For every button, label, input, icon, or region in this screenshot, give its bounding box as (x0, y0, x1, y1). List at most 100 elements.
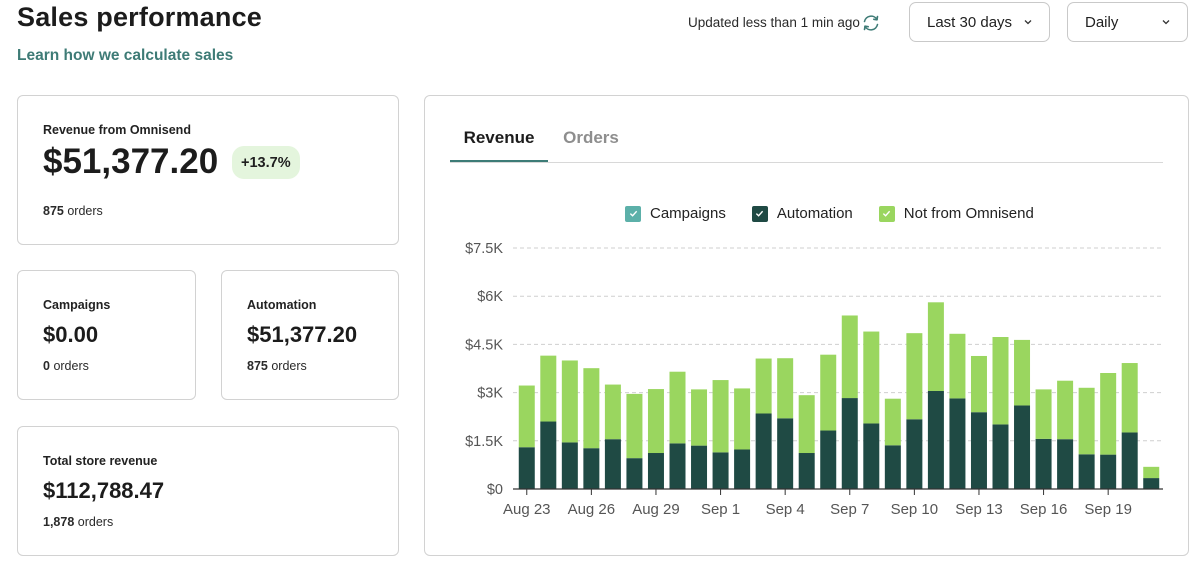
bar-automation (1143, 478, 1160, 489)
interval-select[interactable]: Daily (1067, 2, 1188, 42)
bar-automation (583, 448, 600, 489)
checkbox-icon (878, 205, 895, 222)
bar-not-from-omnisend (1057, 380, 1074, 440)
legend-label: Not from Omnisend (903, 205, 1034, 222)
campaigns-orders: 0 orders (43, 359, 89, 373)
bar-automation (669, 443, 686, 489)
y-tick-label: $3K (477, 386, 503, 402)
y-tick-label: $4.5K (465, 337, 503, 353)
x-tick-label: Aug 26 (568, 501, 616, 518)
revenue-orders-count: 875 (43, 204, 64, 218)
bar-not-from-omnisend (647, 389, 664, 454)
bar-automation (734, 449, 751, 489)
campaigns-value: $0.00 (43, 322, 99, 347)
legend-campaigns[interactable]: Campaigns (625, 205, 726, 222)
bar-automation (626, 458, 643, 489)
revenue-bar-chart: $0 $1.5K $3K $4.5K $6K $7.5K Aug 23 Aug 26 Aug 2… (465, 241, 1163, 518)
x-tick-label: Sep 13 (955, 501, 1003, 518)
bar-not-from-omnisend (540, 355, 557, 422)
bar-automation (647, 453, 664, 489)
bar-not-from-omnisend (626, 393, 643, 459)
bar-automation (691, 445, 708, 489)
bar-automation (777, 418, 794, 489)
automation-orders-word: orders (271, 359, 307, 373)
legend-label: Automation (776, 205, 853, 222)
bar-automation (798, 453, 815, 489)
learn-calculation-link[interactable]: Learn how we calculate sales (17, 47, 234, 64)
tab-orders[interactable]: Orders (563, 128, 619, 147)
bar-automation (561, 442, 578, 489)
y-tick-label: $7.5K (465, 241, 503, 257)
bar-automation (927, 390, 944, 489)
legend-automation[interactable]: Automation (751, 205, 853, 222)
automation-label: Automation (247, 298, 317, 312)
bar-not-from-omnisend (1078, 387, 1095, 455)
bar-automation (1057, 439, 1074, 489)
bar-not-from-omnisend (798, 395, 815, 454)
date-range-value: Last 30 days (927, 13, 1013, 31)
bar-not-from-omnisend (604, 384, 621, 440)
bar-automation (992, 424, 1009, 489)
automation-orders: 875 orders (247, 359, 307, 373)
bar-not-from-omnisend (884, 398, 901, 446)
revenue-value: $51,377.20 (43, 142, 219, 181)
bar-not-from-omnisend (583, 368, 600, 449)
page-title: Sales performance (17, 2, 263, 32)
chart-tabs: Revenue Orders (450, 128, 1163, 163)
total-revenue-orders: 1,878 orders (43, 515, 113, 529)
campaigns-card: Campaigns $0.00 0 orders (17, 270, 196, 400)
bar-automation (540, 421, 557, 489)
x-tick-label: Sep 19 (1084, 501, 1132, 518)
bar-automation (1121, 432, 1138, 489)
bar-not-from-omnisend (1121, 363, 1138, 433)
refresh-button[interactable] (858, 10, 884, 36)
automation-value: $51,377.20 (247, 322, 358, 347)
bar-not-from-omnisend (561, 360, 578, 443)
revenue-orders-word: orders (67, 204, 103, 218)
checkbox-icon (625, 205, 641, 222)
chart-card: Revenue Orders Campaigns Automation Not … (424, 95, 1189, 556)
bar-automation (820, 430, 837, 489)
tab-revenue[interactable]: Revenue (450, 128, 548, 162)
bar-not-from-omnisend (669, 371, 686, 444)
bar-not-from-omnisend (949, 333, 966, 399)
revenue-change-badge: +13.7% (232, 146, 300, 179)
bar-not-from-omnisend (863, 331, 880, 424)
chevron-down-icon (1024, 20, 1032, 25)
bar-not-from-omnisend (927, 302, 944, 391)
bar-not-from-omnisend (734, 388, 751, 450)
bar-not-from-omnisend (970, 355, 987, 413)
bar-automation (863, 423, 880, 489)
y-tick-label: $6K (477, 289, 503, 305)
automation-orders-count: 875 (247, 359, 268, 373)
x-tick-label: Sep 10 (891, 501, 939, 518)
bar-automation (906, 419, 923, 489)
bar-automation (1014, 405, 1031, 489)
x-tick-label: Sep 1 (701, 501, 740, 518)
bar-not-from-omnisend (1014, 339, 1031, 406)
chevron-down-icon (1162, 20, 1170, 25)
x-tick-label: Aug 29 (632, 501, 680, 518)
bar-not-from-omnisend (1100, 372, 1117, 455)
bar-automation (755, 413, 772, 489)
total-revenue-card: Total store revenue $112,788.47 1,878 or… (17, 426, 399, 556)
total-orders-word: orders (77, 515, 114, 529)
x-tick-label: Aug 23 (503, 501, 551, 518)
revenue-label: Revenue from Omnisend (43, 123, 191, 137)
x-tick-label: Sep 16 (1020, 501, 1068, 518)
bar-not-from-omnisend (777, 358, 794, 419)
bar-not-from-omnisend (820, 354, 837, 431)
automation-card: Automation $51,377.20 875 orders (221, 270, 399, 400)
legend-not-from-omnisend[interactable]: Not from Omnisend (878, 205, 1034, 222)
y-tick-label: $1.5K (465, 434, 503, 450)
updated-status: Updated less than 1 min ago (688, 15, 860, 30)
interval-value: Daily (1085, 13, 1119, 31)
bar-automation (518, 447, 535, 489)
bar-not-from-omnisend (712, 380, 729, 453)
checkbox-icon (751, 205, 768, 222)
campaigns-label: Campaigns (43, 298, 111, 312)
date-range-select[interactable]: Last 30 days (909, 2, 1050, 42)
bar-automation (841, 398, 858, 489)
revenue-card: Revenue from Omnisend $51,377.20 +13.7% … (17, 95, 399, 245)
bar-not-from-omnisend (1143, 466, 1160, 479)
